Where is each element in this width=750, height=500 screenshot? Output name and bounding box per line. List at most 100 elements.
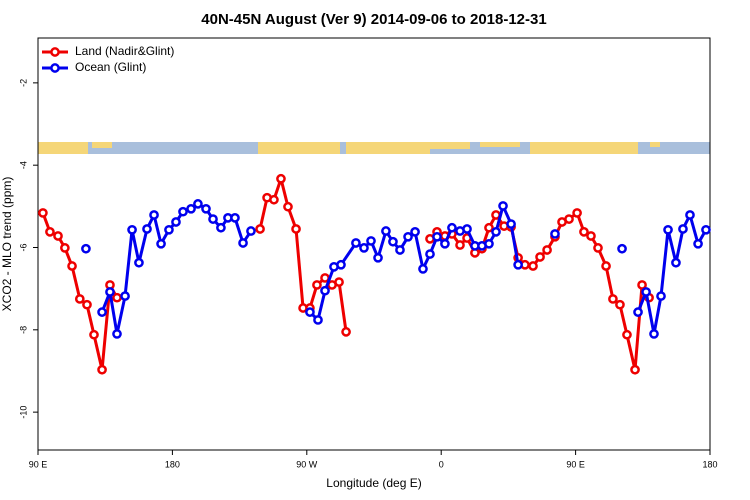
data-point	[410, 227, 420, 237]
data-point	[513, 259, 523, 270]
data-point	[320, 285, 330, 296]
data-point	[615, 299, 625, 310]
legend-marker	[50, 63, 60, 73]
data-point	[164, 224, 174, 235]
data-point	[336, 259, 346, 270]
data-point	[38, 208, 48, 218]
y-tick-label: -2	[18, 79, 28, 87]
series-line	[100, 202, 708, 336]
data-point	[156, 238, 166, 249]
legend-marker	[50, 47, 60, 57]
data-point	[208, 214, 218, 224]
data-point	[381, 226, 391, 236]
data-point	[238, 238, 248, 248]
data-point	[269, 194, 279, 205]
surface-strip	[38, 142, 710, 154]
legend-label: Ocean (Glint)	[75, 60, 146, 74]
data-point	[622, 329, 632, 340]
y-tick-label: -8	[18, 326, 28, 334]
data-point	[81, 243, 91, 254]
data-point	[403, 231, 413, 242]
data-point	[608, 294, 618, 304]
y-tick-label: -6	[18, 243, 28, 251]
data-point	[67, 261, 77, 271]
data-point	[593, 243, 603, 253]
data-point	[498, 201, 508, 211]
data-point	[89, 329, 99, 340]
data-point	[366, 236, 376, 246]
data-point	[693, 238, 703, 249]
data-point	[291, 224, 301, 234]
plot-frame	[37, 37, 711, 451]
data-point	[491, 227, 501, 237]
data-point	[193, 199, 203, 209]
data-point	[528, 261, 538, 271]
data-point	[633, 307, 643, 317]
data-point	[201, 203, 211, 214]
data-point	[649, 329, 659, 339]
data-point	[60, 243, 70, 253]
x-tick-label: 90 E	[566, 459, 585, 469]
data-point	[255, 224, 265, 234]
data-point	[283, 201, 293, 212]
data-point	[572, 208, 582, 218]
data-point	[535, 252, 545, 262]
data-point	[149, 210, 159, 220]
data-point	[127, 224, 137, 235]
data-point	[97, 364, 107, 375]
chart-title: 40N-45N August (Ver 9) 2014-09-06 to 201…	[201, 11, 546, 28]
data-point	[484, 222, 494, 233]
data-point	[120, 291, 130, 301]
data-point	[395, 245, 405, 255]
data-point	[641, 287, 651, 297]
data-point	[656, 291, 666, 301]
data-point	[82, 299, 92, 310]
data-point	[74, 294, 85, 304]
data-point	[171, 217, 181, 227]
data-point	[351, 238, 361, 248]
data-point	[312, 280, 322, 290]
data-point	[484, 238, 494, 249]
data-point	[97, 307, 107, 317]
data-point	[178, 206, 188, 217]
data-point	[230, 213, 240, 223]
data-point	[564, 214, 574, 224]
data-point	[112, 329, 122, 339]
data-point	[142, 224, 152, 234]
y-tick-label: -10	[18, 406, 28, 419]
data-point	[276, 173, 286, 184]
data-point	[359, 243, 369, 253]
data-point	[550, 229, 560, 239]
data-point	[637, 280, 647, 290]
data-point	[447, 222, 457, 233]
data-point	[373, 252, 383, 263]
data-point	[45, 227, 55, 237]
x-tick-label: 0	[439, 459, 444, 469]
x-tick-label: 90 W	[296, 459, 318, 469]
y-axis-label: XCO2 - MLO trend (ppm)	[0, 177, 14, 312]
data-point	[432, 231, 442, 242]
data-point	[134, 257, 144, 268]
data-point	[506, 219, 516, 229]
data-point	[601, 261, 611, 271]
data-point	[617, 243, 627, 254]
series-line	[41, 177, 651, 372]
data-point	[630, 364, 640, 375]
y-tick-label: -4	[18, 161, 28, 169]
data-point	[440, 238, 450, 249]
data-point	[313, 315, 323, 325]
data-point	[586, 231, 596, 241]
data-point	[671, 257, 681, 268]
data-point	[305, 307, 315, 317]
x-tick-label: 180	[702, 459, 717, 469]
x-tick-label: 90 E	[29, 459, 48, 469]
data-point	[105, 287, 115, 297]
data-point	[53, 231, 63, 241]
data-point	[542, 245, 552, 255]
data-point	[579, 227, 589, 237]
data-point	[685, 210, 695, 220]
data-point	[418, 264, 428, 274]
data-point	[455, 240, 465, 250]
x-axis-label: Longitude (deg E)	[326, 476, 421, 490]
